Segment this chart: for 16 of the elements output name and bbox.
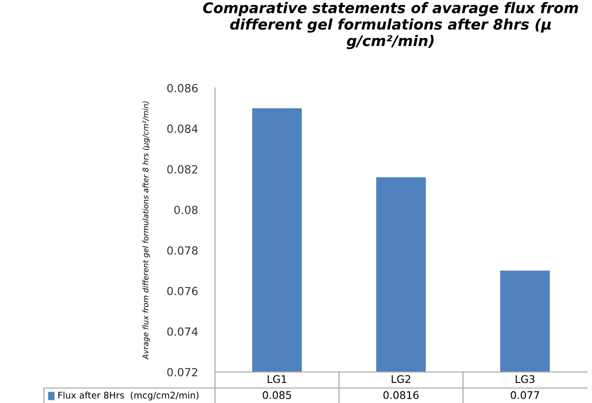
y-tick-label: 0.084 [167,124,198,133]
legend-label: Flux after 8Hrs (mcg/cm2/min) [58,392,198,400]
x-tick-label: LG1 [268,375,286,384]
data-label: 0.077 [510,391,540,400]
x-tick-label: LG3 [516,375,534,384]
y-tick-label: 0.08 [174,206,198,214]
y-tick-label: 0.076 [167,286,198,296]
data-label: 0.0816 [383,391,419,400]
x-tick-label: LG2 [392,375,410,384]
chart-title: Comparative statements of avarage flux from different gel formulations after 8hrs (μ g/cm²/min) [203,2,578,50]
y-tick-label: 0.072 [167,368,198,376]
y-tick-label: 0.074 [167,327,198,336]
data-label: 0.085 [262,391,291,400]
y-tick-label: 0.082 [167,165,198,174]
y-tick-label: 0.078 [167,246,198,255]
y-tick-label: 0.086 [167,84,198,92]
